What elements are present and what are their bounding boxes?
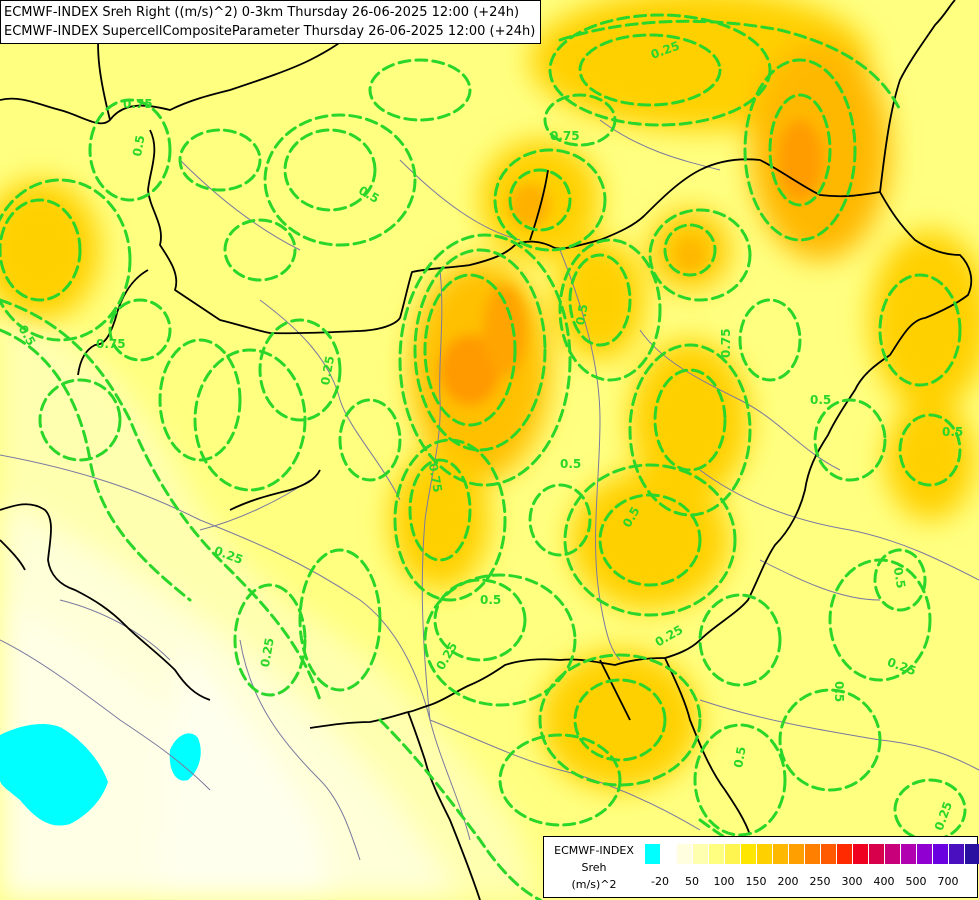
legend-swatch (917, 844, 933, 864)
legend-swatch (837, 844, 853, 864)
legend-tick-label: -20 (651, 875, 669, 888)
legend-variable-label: Sreh (581, 861, 607, 874)
legend-unit-label: (m/s)^2 (571, 878, 617, 891)
legend-tick-label: 200 (777, 875, 799, 888)
contour-label: 0.75 (719, 328, 733, 358)
legend-swatch (805, 844, 821, 864)
contour-label: 0.25 (318, 355, 337, 387)
legend-swatch (709, 844, 725, 864)
legend-tick-label: 700 (937, 875, 959, 888)
legend-swatch (789, 844, 805, 864)
legend-swatch (901, 844, 917, 864)
contour-label: 0.5 (731, 745, 748, 768)
contour-label: 0.5 (942, 425, 963, 439)
legend-swatch (741, 844, 757, 864)
contour-label: 0.5 (573, 303, 590, 326)
color-legend: ECMWF-INDEX Sreh (m/s)^2 -20 50 100 150 200 2… (543, 836, 979, 898)
legend-swatch (853, 844, 869, 864)
legend-tick-label: 300 (841, 875, 863, 888)
legend-tick-label: 250 (809, 875, 831, 888)
contour-label: 0.5 (891, 566, 908, 589)
fill-field-cyan (0, 724, 201, 826)
legend-swatch (757, 844, 773, 864)
legend-swatch (725, 844, 741, 864)
legend-swatch (645, 844, 661, 864)
legend-swatch (933, 844, 949, 864)
legend-swatch (677, 844, 693, 864)
legend-tick-label: 100 (713, 875, 735, 888)
contour-label: 0.5 (480, 593, 501, 607)
legend-swatch (869, 844, 885, 864)
contour-label: 0.5 (810, 393, 831, 407)
legend-model-label: ECMWF-INDEX (554, 844, 634, 857)
legend-tick-label: 500 (905, 875, 927, 888)
legend-tick-label: 400 (873, 875, 895, 888)
legend-swatch (965, 844, 979, 864)
legend-tick-label: 50 (685, 875, 699, 888)
contour-label: 0.75 (550, 129, 580, 143)
contour-label: 0.5 (832, 681, 846, 702)
legend-swatch (661, 844, 677, 864)
map-title-line-2: ECMWF-INDEX SupercellCompositeParameter … (4, 24, 536, 39)
legend-swatch (821, 844, 837, 864)
map-title-box: ECMWF-INDEX Sreh Right ((m/s)^2) 0-3km T… (0, 0, 542, 44)
legend-swatch (693, 844, 709, 864)
contour-label: 0.25 (258, 637, 277, 669)
legend-swatch (885, 844, 901, 864)
fill-field-low (0, 300, 540, 900)
contour-label: 0.75 (123, 97, 153, 111)
legend-swatch (773, 844, 789, 864)
legend-swatch (949, 844, 965, 864)
map-title-line-1: ECMWF-INDEX Sreh Right ((m/s)^2) 0-3km T… (4, 5, 520, 20)
legend-tick-label: 150 (745, 875, 767, 888)
contour-label: 0.75 (96, 337, 126, 351)
contour-label: 0.75 (426, 462, 445, 494)
contour-label: 0.5 (560, 457, 581, 471)
contour-label: 0.5 (130, 134, 147, 157)
